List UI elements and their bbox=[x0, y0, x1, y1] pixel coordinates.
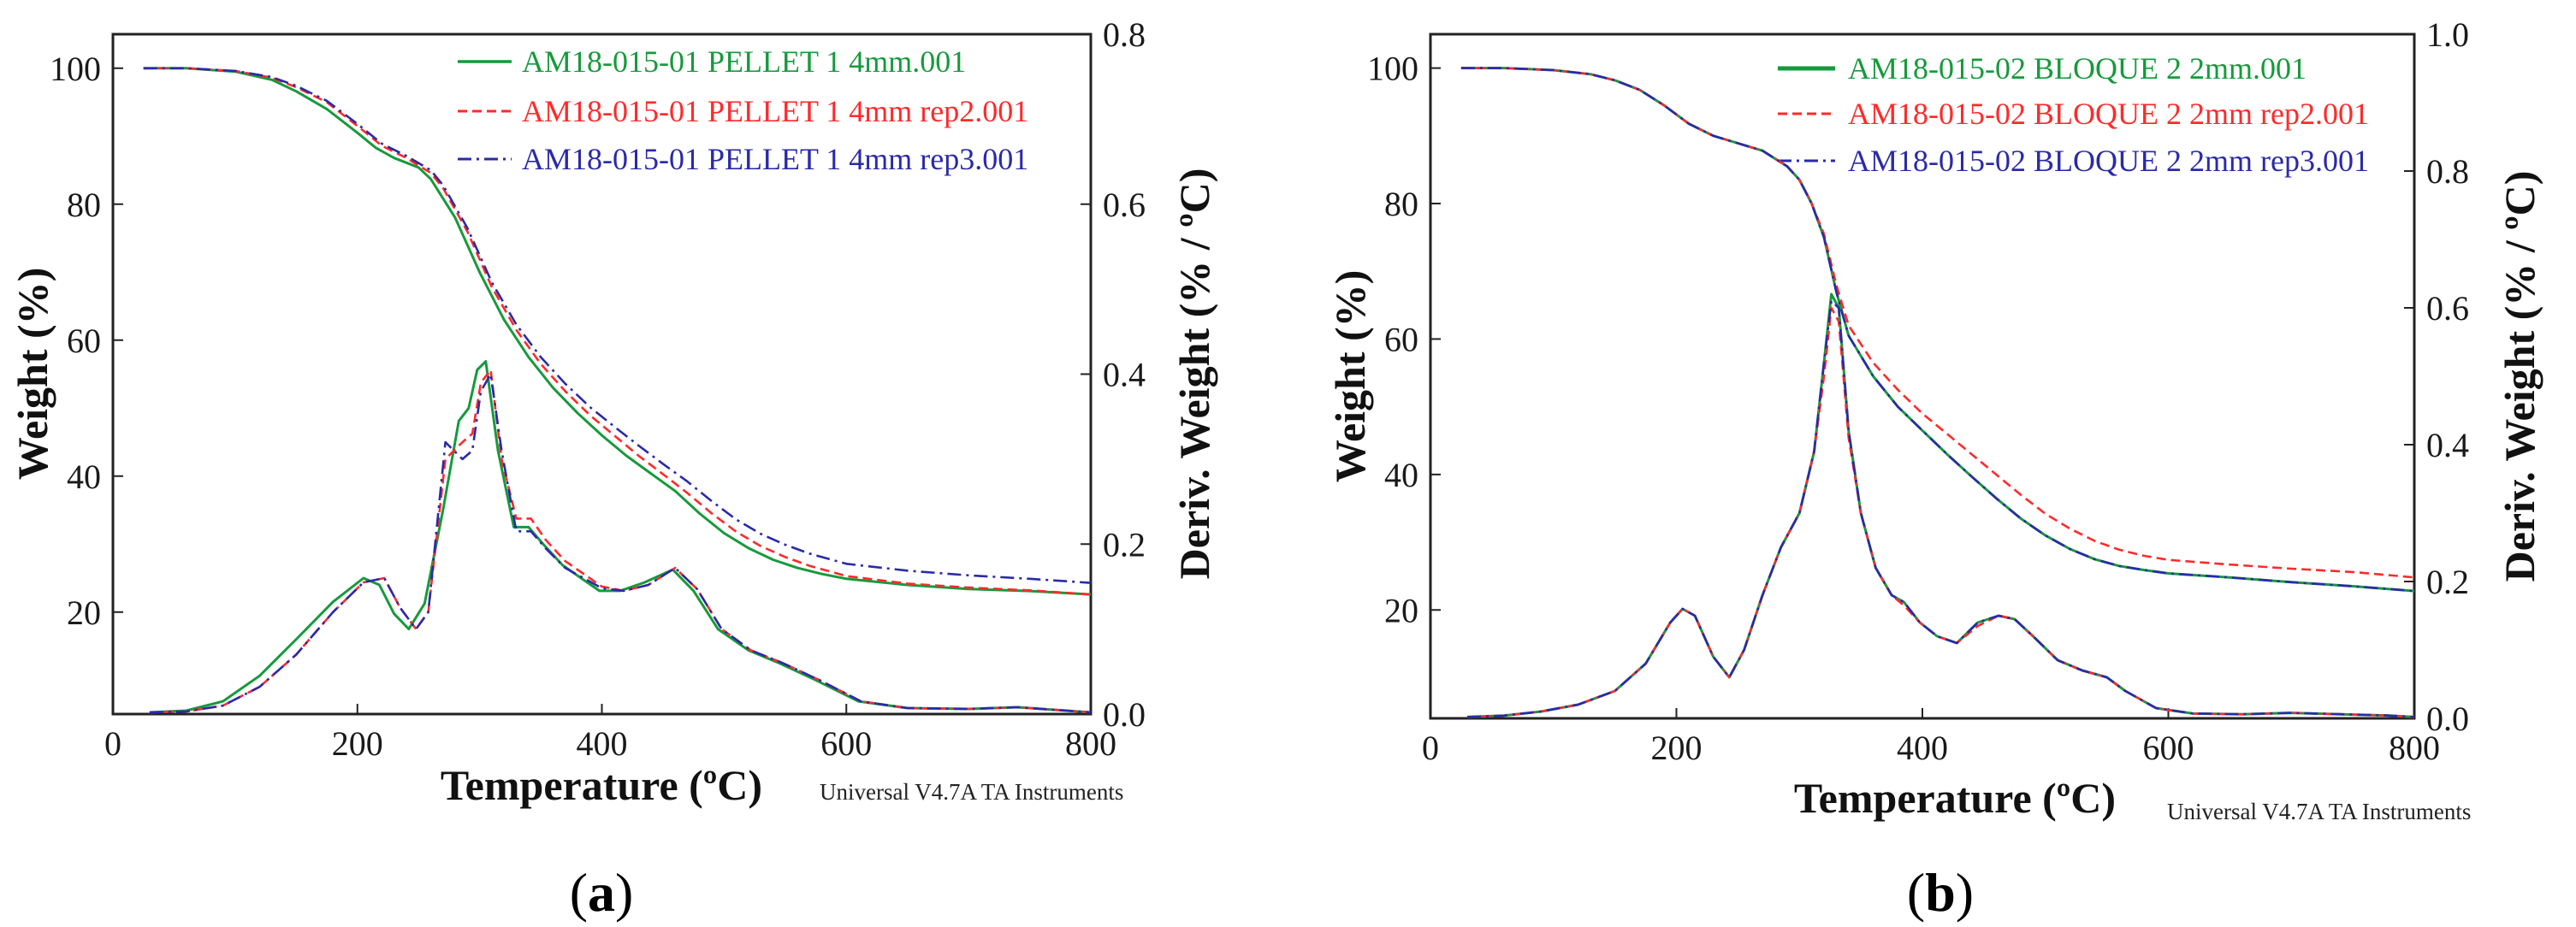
panel-a-x-tick-label: 200 bbox=[332, 724, 383, 763]
panel-b-y2-tick-label: 0.4 bbox=[2426, 426, 2469, 464]
panel-a-chart: Temperature (ºC) Weight (%) Deriv. Weigh… bbox=[9, 15, 1218, 923]
panel-b-y-axis-title: Weight (%) bbox=[1326, 270, 1374, 483]
panel-b-legend: AM18-015-02 BLOQUE 2 2mm.001 AM18-015-02… bbox=[1778, 51, 2369, 178]
panel-b-y2-tick-label: 1.0 bbox=[2426, 15, 2469, 54]
panel-b-x-tick-label: 400 bbox=[1897, 729, 1948, 767]
panel-a-y-tick-label: 20 bbox=[67, 593, 101, 632]
panel-b-y-tick-label: 60 bbox=[1384, 320, 1418, 358]
panel-b-y2-tick-label: 0.8 bbox=[2426, 152, 2469, 191]
panel-a-x-tick-label: 400 bbox=[577, 724, 628, 763]
panel-b-y2-axis-title: Deriv. Weight (% / ºC) bbox=[2496, 171, 2543, 582]
panel-b-legend-label-2: AM18-015-02 BLOQUE 2 2mm rep3.001 bbox=[1848, 144, 2369, 178]
panel-a-label: (a) bbox=[570, 862, 634, 923]
panel-b-x-axis-title: Temperature (ºC) bbox=[1794, 774, 2116, 822]
panel-b-plot-frame bbox=[1429, 32, 2416, 720]
panel-a-legend-label-0: AM18-015-01 PELLET 1 4mm.001 bbox=[522, 44, 966, 79]
panel-a-footer-credit: Universal V4.7A TA Instruments bbox=[820, 779, 1123, 805]
panel-b-legend-label-1: AM18-015-02 BLOQUE 2 2mm rep2.001 bbox=[1848, 97, 2369, 131]
panel-a-legend: AM18-015-01 PELLET 1 4mm.001 AM18-015-01… bbox=[458, 44, 1028, 176]
panel-b-y-tick-label: 20 bbox=[1384, 591, 1418, 629]
panel-b-deriv-line-0 bbox=[1467, 292, 2414, 718]
panel-a-x-tick-label: 0 bbox=[104, 724, 121, 763]
panel-b-legend-label-0: AM18-015-02 BLOQUE 2 2mm.001 bbox=[1848, 51, 2307, 86]
panel-b-y-tick-label: 40 bbox=[1384, 456, 1418, 494]
panel-a-y2-axis-title: Deriv. Weight (% / ºC) bbox=[1170, 168, 1218, 580]
panel-a-y-axis-title: Weight (%) bbox=[9, 268, 56, 481]
panel-a-deriv-line-1 bbox=[149, 369, 1091, 714]
panel-b-y2-tick-label: 0.2 bbox=[2426, 563, 2469, 601]
panel-a-y2-tick-label: 0.6 bbox=[1103, 186, 1146, 224]
panel-a-weight-line-2 bbox=[143, 67, 1091, 584]
panel-b-x-tick-label: 600 bbox=[2143, 729, 2194, 767]
panel-a-plot-frame bbox=[111, 32, 1093, 716]
panel-b-y2-tick-label: 0.6 bbox=[2426, 289, 2469, 328]
panel-a-deriv-line-2 bbox=[149, 373, 1091, 714]
panel-b-x-tick-label: 0 bbox=[1422, 729, 1439, 767]
panel-a-x-tick-label: 800 bbox=[1065, 724, 1116, 763]
panel-a-x-tick-label: 600 bbox=[820, 724, 872, 763]
panel-a-legend-label-1: AM18-015-01 PELLET 1 4mm rep2.001 bbox=[522, 94, 1028, 128]
panel-a-y-tick-label: 80 bbox=[67, 186, 101, 224]
panel-b-x-tick-label: 200 bbox=[1651, 729, 1703, 767]
panel-a-y2-tick-label: 0.8 bbox=[1103, 15, 1146, 54]
panel-a-y-tick-label: 60 bbox=[67, 322, 101, 360]
panel-a-weight-line-0 bbox=[143, 67, 1091, 596]
panel-b-deriv-line-2 bbox=[1467, 299, 2414, 718]
panel-a-y-tick-label: 100 bbox=[50, 50, 101, 88]
panel-b-x-tick-label: 800 bbox=[2389, 729, 2440, 767]
panel-b-chart: Temperature (ºC) Weight (%) Deriv. Weigh… bbox=[1326, 15, 2543, 923]
panel-b-weight-line-2 bbox=[1460, 67, 2414, 593]
panel-b-y-tick-label: 100 bbox=[1367, 50, 1418, 88]
panel-b-footer-credit: Universal V4.7A TA Instruments bbox=[2167, 799, 2471, 824]
panel-a-y2-tick-label: 0.2 bbox=[1103, 525, 1146, 564]
panel-a-y-tick-label: 40 bbox=[67, 458, 101, 496]
panel-a-legend-label-2: AM18-015-01 PELLET 1 4mm rep3.001 bbox=[522, 142, 1028, 176]
panel-b-label: (b) bbox=[1907, 862, 1974, 923]
panel-a-y2-tick-label: 0.4 bbox=[1103, 356, 1146, 394]
panel-a-y2-tick-label: 0.0 bbox=[1103, 695, 1146, 734]
panel-b-y-tick-label: 80 bbox=[1384, 185, 1418, 223]
panel-b-y2-tick-label: 0.0 bbox=[2426, 700, 2469, 738]
panel-a-deriv-line-0 bbox=[149, 360, 1091, 714]
panel-a-x-axis-title: Temperature (ºC) bbox=[441, 761, 762, 809]
panel-b-deriv-line-1 bbox=[1467, 306, 2414, 718]
